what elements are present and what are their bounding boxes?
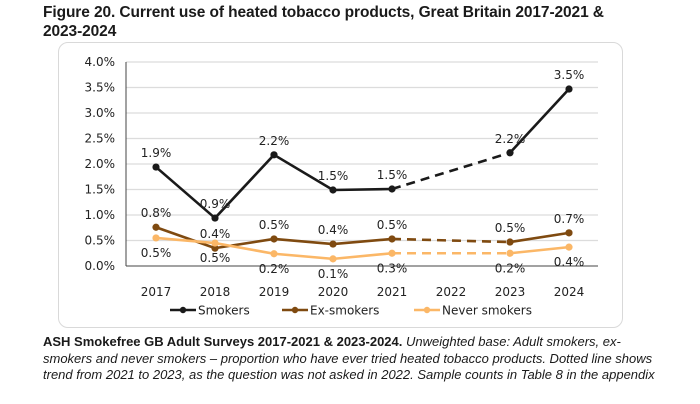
smokers-data-label: 2.2%: [259, 134, 290, 148]
x-tick-label: 2019: [259, 285, 290, 299]
ex-smokers-line-segment: [509, 231, 570, 244]
y-tick-label: 3.5%: [85, 81, 116, 95]
never-smokers-data-label: 0.5%: [141, 246, 172, 260]
never-smokers-point: [270, 250, 278, 258]
smokers-line-segment: [214, 153, 275, 219]
chart-frame: [58, 42, 623, 328]
ex-smokers-data-label: 0.5%: [377, 218, 408, 232]
smokers-line-segment: [155, 166, 216, 220]
never-smokers-point: [565, 243, 573, 251]
never-smokers-data-label: 0.3%: [377, 261, 408, 275]
never-smokers-data-label: 0.2%: [495, 261, 526, 275]
y-tick-label: 1.5%: [85, 183, 116, 197]
never-smokers-line-segment: [214, 241, 275, 256]
x-tick-label: 2021: [377, 285, 408, 299]
ex-smokers-data-label: 0.7%: [554, 212, 585, 226]
never-smokers-line-segment: [273, 252, 334, 261]
x-tick-label: 2022: [436, 285, 467, 299]
smokers-data-label: 1.5%: [318, 169, 349, 183]
smokers-line-segment: [332, 187, 393, 192]
smokers-data-label: 0.9%: [200, 197, 231, 211]
legend-label: Smokers: [198, 304, 250, 318]
ex-smokers-point: [152, 223, 160, 231]
never-smokers-point: [506, 249, 514, 257]
smokers-line-segment: [273, 153, 334, 192]
legend-item-ex-smokers: Ex-smokers: [282, 304, 379, 318]
never-smokers-line-segment: [509, 245, 570, 255]
smokers-point: [211, 214, 219, 222]
caption-source: ASH Smokefree GB Adult Surveys 2017-2021…: [43, 334, 403, 349]
legend-label: Never smokers: [442, 304, 532, 318]
never-smokers-point: [211, 239, 219, 247]
legend-swatch-point: [179, 306, 187, 314]
y-tick-label: 0.0%: [85, 259, 116, 273]
never-smokers-point: [329, 255, 337, 263]
legend-swatch-point: [291, 306, 299, 314]
smokers-line-segment: [509, 88, 570, 154]
x-tick-label: 2023: [495, 285, 526, 299]
never-smokers-point: [388, 249, 396, 257]
series-points: [152, 85, 573, 263]
ex-smokers-data-label: 0.4%: [318, 223, 349, 237]
never-smokers-data-label: 0.2%: [259, 262, 290, 276]
smokers-point: [329, 186, 337, 194]
x-axis-ticks: 2017 2018 2019 2020 2021 2022 2023 2024: [141, 285, 585, 299]
ex-smokers-data-label: 0.4%: [200, 227, 231, 241]
smokers-point: [565, 85, 573, 93]
y-tick-label: 0.5%: [85, 234, 116, 248]
ex-smokers-line-segment: [214, 237, 275, 250]
never-smokers-point: [152, 234, 160, 242]
y-tick-label: 4.0%: [85, 55, 116, 69]
ex-smokers-line-segment: [273, 237, 334, 246]
figure-caption: ASH Smokefree GB Adult Surveys 2017-2021…: [43, 334, 663, 384]
x-tick-label: 2024: [554, 285, 585, 299]
smokers-data-label: 1.9%: [141, 146, 172, 160]
smokers-data-label: 1.5%: [377, 168, 408, 182]
smokers-data-label: 3.5%: [554, 68, 585, 82]
never-smokers-data-label: 0.4%: [554, 255, 585, 269]
never-smokers-data-label: 0.1%: [318, 267, 349, 281]
smokers-dashed-segment: [391, 151, 511, 191]
axes: [125, 62, 598, 267]
legend-item-never-smokers: Never smokers: [414, 304, 532, 318]
y-tick-label: 1.0%: [85, 208, 116, 222]
never-smokers-line-segment: [155, 236, 216, 245]
smokers-point: [152, 163, 160, 171]
series-lines: [155, 88, 570, 261]
y-tick-label: 2.5%: [85, 132, 116, 146]
legend-item-smokers: Smokers: [170, 304, 250, 318]
legend-label: Ex-smokers: [310, 304, 379, 318]
y-tick-label: 3.0%: [85, 106, 116, 120]
smokers-point: [270, 151, 278, 159]
never-smokers-data-label: 0.5%: [200, 251, 231, 265]
x-tick-label: 2018: [200, 285, 231, 299]
figure-title: Figure 20. Current use of heated tobacco…: [43, 4, 604, 40]
ex-smokers-data-label: 0.8%: [141, 206, 172, 220]
smokers-point: [388, 185, 396, 193]
smokers-data-label: 2.2%: [495, 132, 526, 146]
ex-smokers-line-segment: [155, 226, 216, 250]
ex-smokers-point: [329, 240, 337, 248]
smokers-point: [506, 149, 514, 157]
y-tick-label: 2.0%: [85, 157, 116, 171]
ex-smokers-point: [211, 244, 219, 252]
caption-note: Unweighted base: Adult smokers, ex-smoke…: [43, 334, 655, 382]
legend: Smokers Ex-smokers Never smokers: [170, 304, 532, 318]
ex-smokers-point: [270, 235, 278, 243]
ex-smokers-point: [388, 235, 396, 243]
x-tick-label: 2020: [318, 285, 349, 299]
ex-smokers-line-segment: [332, 237, 393, 246]
x-tick-label: 2017: [141, 285, 172, 299]
ex-smokers-data-label: 0.5%: [259, 218, 290, 232]
ex-smokers-point: [506, 238, 514, 246]
legend-swatch-point: [423, 306, 431, 314]
ex-smokers-point: [565, 229, 573, 237]
ex-smokers-dashed-segment: [391, 237, 511, 244]
y-axis-ticks: 0.0% 0.5% 1.0% 1.5% 2.0% 2.5% 3.0% 3.5% 4.0%: [85, 55, 116, 273]
ex-smokers-data-label: 0.5%: [495, 221, 526, 235]
gridlines: [126, 61, 598, 242]
data-labels: 1.9% 0.9% 2.2% 1.5% 1.5% 2.2% 3.5% 0.8% 0.4% 0.5%…: [141, 68, 585, 281]
never-smokers-line-segment: [332, 251, 393, 261]
